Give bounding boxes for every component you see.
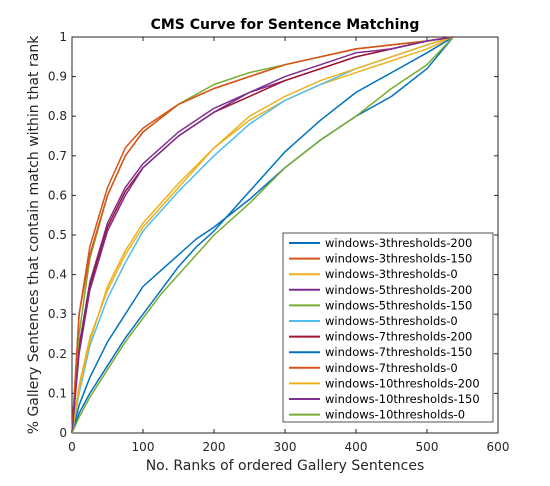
- x-tick-label: 200: [203, 440, 226, 454]
- x-tick-label: 600: [487, 440, 510, 454]
- series-line-windows-7thresholds-150: [71, 36, 454, 434]
- legend-entry: windows-5thresholds-150: [325, 298, 472, 312]
- legend-entry: windows-10thresholds-150: [325, 392, 480, 406]
- y-tick-label: 0.3: [48, 307, 67, 321]
- y-tick-label: 0.2: [48, 347, 67, 361]
- x-axis: 0 100 200 300 400 500 600: [68, 37, 509, 454]
- y-tick-label: 1: [59, 30, 67, 44]
- y-tick-label: 0.5: [48, 228, 67, 242]
- legend-entry: windows-3thresholds-0: [325, 267, 458, 281]
- y-axis: 0 0.1 0.2 0.3 0.4 0.5 0.6 0.7 0.8 0.9 1: [48, 30, 498, 440]
- legend: windows-3thresholds-200 windows-3threshol…: [282, 232, 494, 423]
- y-axis-label: % Gallery Sentences that contain match w…: [26, 35, 42, 434]
- y-tick-label: 0.9: [48, 70, 67, 84]
- legend-entry: windows-7thresholds-0: [325, 361, 458, 375]
- x-tick-label: 0: [68, 440, 76, 454]
- series-line-windows-10thresholds-0: [71, 36, 454, 434]
- y-tick-label: 0.1: [48, 386, 67, 400]
- legend-entry: windows-7thresholds-150: [325, 345, 472, 359]
- legend-box: [282, 232, 494, 423]
- x-tick-label: 500: [416, 440, 439, 454]
- y-tick-label: 0.8: [48, 109, 67, 123]
- legend-entry: windows-3thresholds-200: [325, 236, 472, 250]
- legend-entry: windows-5thresholds-200: [325, 283, 472, 297]
- y-tick-label: 0.6: [48, 188, 67, 202]
- x-tick-label: 400: [345, 440, 368, 454]
- chart-title: CMS Curve for Sentence Matching: [151, 17, 420, 33]
- legend-entry: windows-10thresholds-0: [325, 408, 465, 422]
- series-line-windows-3thresholds-200: [71, 36, 454, 434]
- series-line-windows-10thresholds-200: [71, 36, 454, 434]
- x-tick-label: 300: [274, 440, 297, 454]
- legend-entry: windows-10thresholds-200: [325, 376, 480, 390]
- x-tick-label: 100: [132, 440, 155, 454]
- y-tick-label: 0.7: [48, 149, 67, 163]
- x-axis-label: No. Ranks of ordered Gallery Sentences: [146, 458, 425, 474]
- y-tick-label: 0.4: [48, 268, 67, 282]
- legend-entry: windows-7thresholds-200: [325, 330, 472, 344]
- series-line-windows-7thresholds-0: [71, 36, 454, 434]
- legend-entry: windows-3thresholds-150: [325, 252, 472, 266]
- series-lines: [71, 36, 454, 434]
- series-line-windows-10thresholds-150: [71, 36, 454, 434]
- legend-entry: windows-5thresholds-0: [325, 314, 458, 328]
- y-tick-label: 0: [59, 426, 67, 440]
